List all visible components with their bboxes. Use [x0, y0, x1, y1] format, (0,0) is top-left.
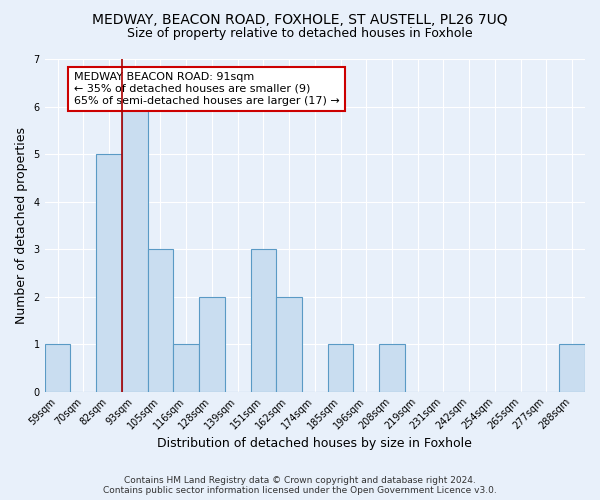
Bar	[122, 106, 148, 392]
Text: Contains HM Land Registry data © Crown copyright and database right 2024.
Contai: Contains HM Land Registry data © Crown c…	[103, 476, 497, 495]
Bar	[96, 154, 122, 392]
Bar	[251, 249, 276, 392]
Bar	[44, 344, 70, 392]
Bar	[173, 344, 199, 392]
Text: MEDWAY BEACON ROAD: 91sqm
← 35% of detached houses are smaller (9)
65% of semi-d: MEDWAY BEACON ROAD: 91sqm ← 35% of detac…	[74, 72, 340, 106]
Y-axis label: Number of detached properties: Number of detached properties	[15, 127, 28, 324]
Bar	[559, 344, 585, 392]
Text: MEDWAY, BEACON ROAD, FOXHOLE, ST AUSTELL, PL26 7UQ: MEDWAY, BEACON ROAD, FOXHOLE, ST AUSTELL…	[92, 12, 508, 26]
Bar	[328, 344, 353, 392]
Bar	[379, 344, 405, 392]
Bar	[148, 249, 173, 392]
Text: Size of property relative to detached houses in Foxhole: Size of property relative to detached ho…	[127, 28, 473, 40]
Bar	[199, 296, 225, 392]
X-axis label: Distribution of detached houses by size in Foxhole: Distribution of detached houses by size …	[157, 437, 472, 450]
Bar	[276, 296, 302, 392]
